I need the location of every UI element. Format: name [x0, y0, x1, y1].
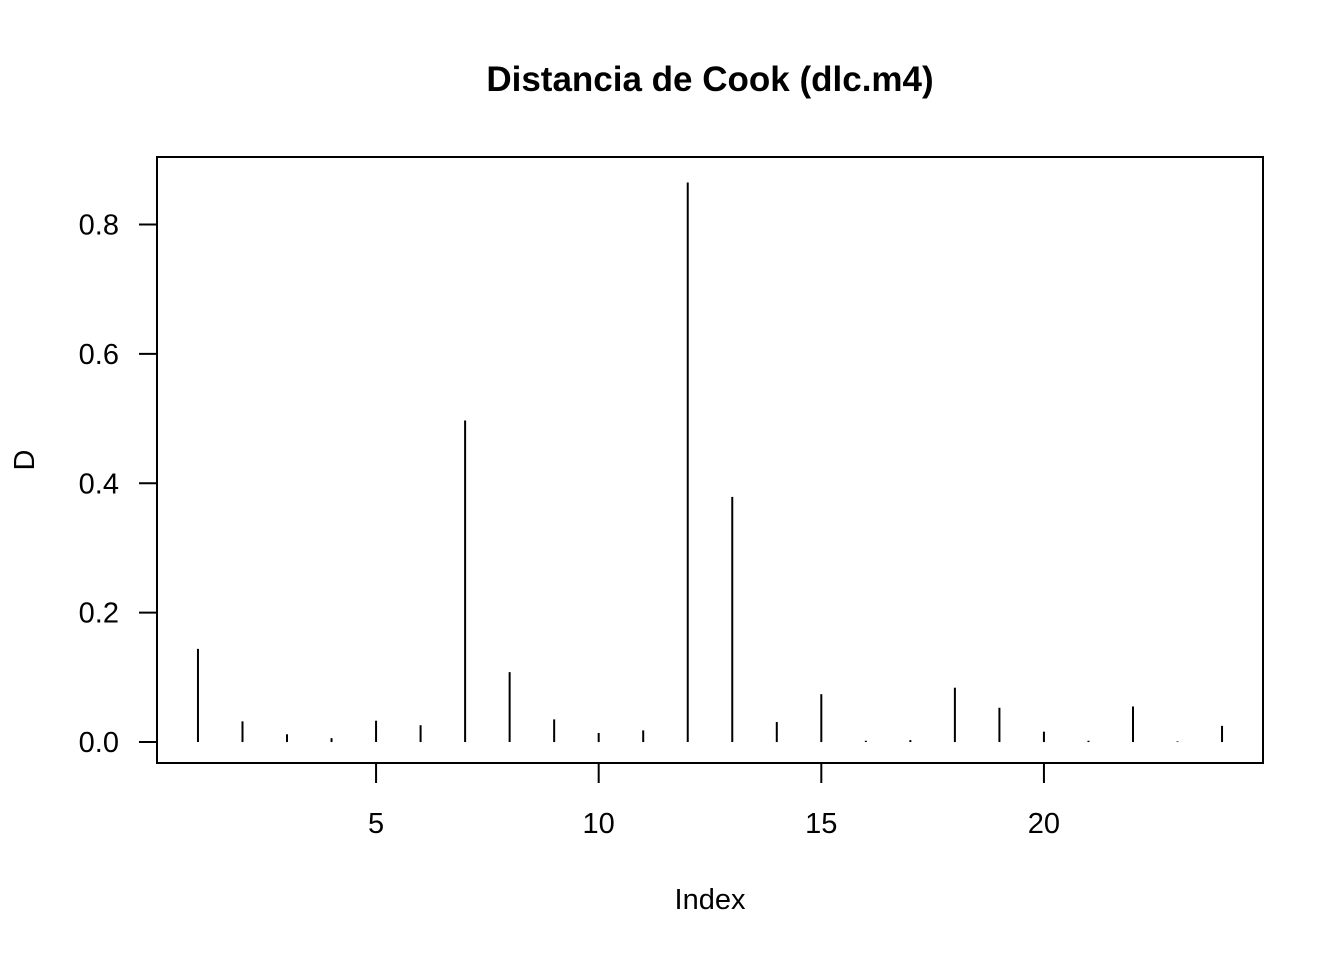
x-tick-label: 10 [583, 808, 615, 840]
x-tick-label: 20 [1028, 808, 1060, 840]
y-axis-label: D [9, 450, 41, 471]
x-axis: 5 10 15 20 [368, 762, 1060, 840]
x-tick-label: 15 [805, 808, 837, 840]
y-tick-label: 0.2 [79, 598, 119, 630]
y-tick-label: 0.0 [79, 727, 119, 759]
x-axis-label: Index [675, 884, 746, 916]
y-tick-label: 0.6 [79, 339, 119, 371]
bar-series [196, 182, 1224, 743]
y-tick-label: 0.4 [79, 468, 119, 500]
y-axis: 0.0 0.2 0.4 0.6 0.8 [79, 210, 158, 759]
y-tick-label: 0.8 [79, 210, 119, 242]
plot-frame [156, 156, 1264, 764]
x-tick-label: 5 [368, 808, 384, 840]
chart-title: Distancia de Cook (dlc.m4) [486, 60, 933, 99]
